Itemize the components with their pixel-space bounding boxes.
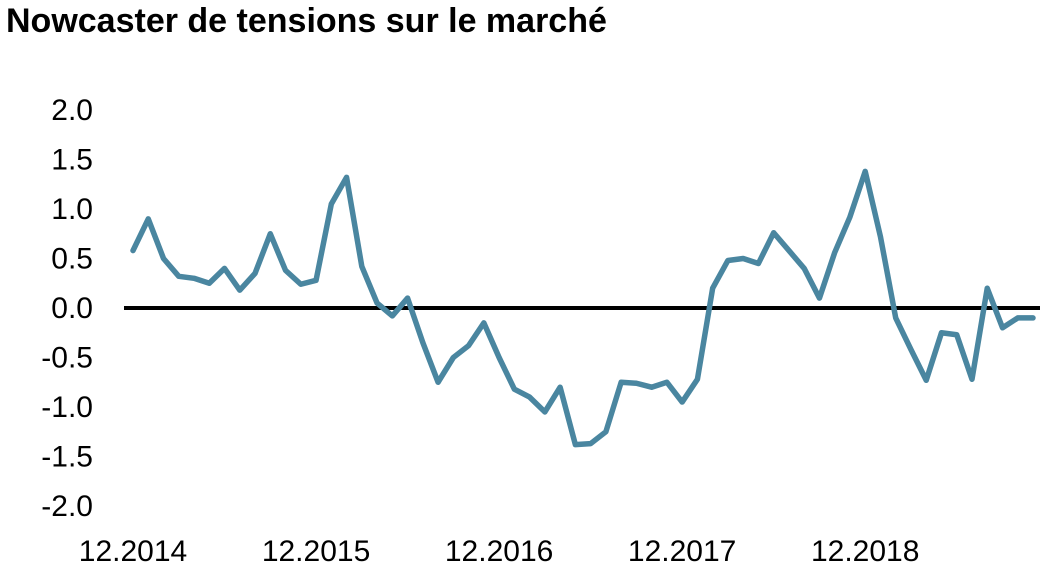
data-point bbox=[176, 273, 182, 279]
data-point bbox=[328, 201, 334, 207]
data-point bbox=[786, 248, 792, 254]
data-point bbox=[496, 355, 502, 361]
y-axis: 2.0 1.5 1.0 0.5 0.0 -0.5 -1.0 -1.5 -2.0 bbox=[41, 94, 93, 523]
data-point bbox=[954, 332, 960, 338]
data-point bbox=[755, 260, 761, 266]
data-point bbox=[191, 275, 197, 281]
data-point bbox=[694, 376, 700, 382]
data-point bbox=[374, 300, 380, 306]
data-point bbox=[450, 355, 456, 361]
y-tick-label: -1.5 bbox=[41, 441, 93, 474]
y-tick-label: 2.0 bbox=[51, 94, 93, 127]
data-point bbox=[725, 257, 731, 263]
data-point bbox=[999, 325, 1005, 331]
data-point bbox=[344, 174, 350, 180]
data-point bbox=[1015, 315, 1021, 321]
x-tick-label: 12.2014 bbox=[79, 535, 187, 568]
data-point bbox=[847, 214, 853, 220]
data-point bbox=[893, 315, 899, 321]
data-point bbox=[466, 343, 472, 349]
data-point bbox=[542, 409, 548, 415]
data-point bbox=[435, 379, 441, 385]
data-point bbox=[359, 263, 365, 269]
data-point bbox=[298, 281, 304, 287]
data-point bbox=[511, 386, 517, 392]
data-point bbox=[267, 231, 273, 237]
data-point bbox=[145, 216, 151, 222]
series-line bbox=[130, 168, 1036, 448]
data-point bbox=[984, 285, 990, 291]
data-point bbox=[740, 256, 746, 262]
data-point bbox=[710, 285, 716, 291]
chart-title: Nowcaster de tensions sur le marché bbox=[6, 2, 607, 40]
data-point bbox=[527, 394, 533, 400]
x-axis: 12.2014 12.2015 12.2016 12.2017 12.2018 bbox=[79, 535, 920, 568]
data-point bbox=[1030, 315, 1036, 321]
y-tick-label: -0.5 bbox=[41, 342, 93, 375]
data-point bbox=[908, 347, 914, 353]
data-point bbox=[862, 168, 868, 174]
x-tick-label: 12.2018 bbox=[811, 535, 919, 568]
data-point bbox=[816, 295, 822, 301]
data-point bbox=[405, 295, 411, 301]
data-point bbox=[222, 265, 228, 271]
data-point bbox=[389, 313, 395, 319]
data-point bbox=[237, 287, 243, 293]
data-point bbox=[572, 442, 578, 448]
data-point bbox=[313, 277, 319, 283]
data-point bbox=[283, 267, 289, 273]
y-tick-label: 1.0 bbox=[51, 193, 93, 226]
data-point bbox=[649, 384, 655, 390]
data-point bbox=[130, 248, 136, 254]
x-tick-label: 12.2016 bbox=[445, 535, 553, 568]
y-tick-label: -1.0 bbox=[41, 391, 93, 424]
data-point bbox=[801, 265, 807, 271]
data-point bbox=[664, 379, 670, 385]
data-point bbox=[557, 384, 563, 390]
data-point bbox=[633, 380, 639, 386]
data-point bbox=[252, 270, 258, 276]
data-point bbox=[161, 256, 167, 262]
x-tick-label: 12.2017 bbox=[628, 535, 736, 568]
data-point bbox=[618, 379, 624, 385]
data-point bbox=[679, 399, 685, 405]
y-tick-label: 0.0 bbox=[51, 292, 93, 325]
data-point bbox=[938, 330, 944, 336]
x-tick-label: 12.2015 bbox=[262, 535, 370, 568]
y-tick-label: -2.0 bbox=[41, 490, 93, 523]
data-point bbox=[832, 250, 838, 256]
data-point bbox=[206, 280, 212, 286]
data-point bbox=[877, 234, 883, 240]
data-point bbox=[481, 320, 487, 326]
data-point bbox=[603, 429, 609, 435]
data-point bbox=[420, 340, 426, 346]
y-tick-label: 1.5 bbox=[51, 144, 93, 177]
y-tick-label: 0.5 bbox=[51, 243, 93, 276]
data-point bbox=[771, 230, 777, 236]
data-point bbox=[588, 441, 594, 447]
data-point bbox=[969, 376, 975, 382]
data-point bbox=[923, 377, 929, 383]
